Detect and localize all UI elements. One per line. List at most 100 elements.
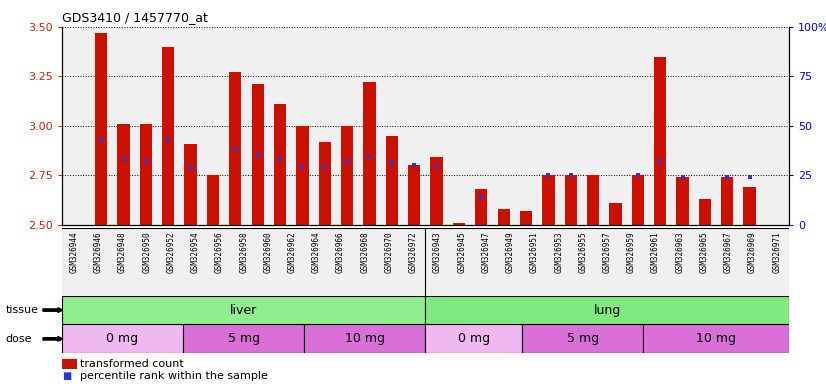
Bar xyxy=(425,296,789,324)
Text: 0 mg: 0 mg xyxy=(458,333,490,345)
Text: GSM326954: GSM326954 xyxy=(191,232,200,273)
Text: GSM326949: GSM326949 xyxy=(506,232,515,273)
Bar xyxy=(497,209,510,225)
Text: tissue: tissue xyxy=(6,305,39,315)
Bar xyxy=(117,124,130,225)
Text: GSM326962: GSM326962 xyxy=(287,232,297,273)
Bar xyxy=(207,228,231,296)
Text: GSM326958: GSM326958 xyxy=(240,232,248,273)
Bar xyxy=(386,136,398,225)
Text: GDS3410 / 1457770_at: GDS3410 / 1457770_at xyxy=(62,11,208,24)
Bar xyxy=(654,56,667,225)
Text: GSM326951: GSM326951 xyxy=(530,232,539,273)
Bar xyxy=(363,82,376,225)
Bar xyxy=(206,175,219,225)
Bar xyxy=(474,228,498,296)
Bar xyxy=(329,228,353,296)
Text: GSM326963: GSM326963 xyxy=(676,232,684,273)
Bar xyxy=(522,324,643,353)
Text: GSM326945: GSM326945 xyxy=(458,232,466,273)
Text: GSM326948: GSM326948 xyxy=(118,232,127,273)
Bar xyxy=(162,47,174,225)
Bar xyxy=(571,228,595,296)
Text: ■: ■ xyxy=(62,371,72,381)
Bar xyxy=(425,324,522,353)
Text: GSM326943: GSM326943 xyxy=(433,232,442,273)
Text: GSM326959: GSM326959 xyxy=(627,232,636,273)
Bar xyxy=(304,324,425,353)
Bar xyxy=(231,228,256,296)
Bar xyxy=(280,228,304,296)
Bar xyxy=(587,175,599,225)
Bar xyxy=(297,126,309,225)
Bar xyxy=(547,228,571,296)
Text: GSM326946: GSM326946 xyxy=(94,232,102,273)
Text: 10 mg: 10 mg xyxy=(344,333,385,345)
Text: 0 mg: 0 mg xyxy=(107,333,139,345)
Text: GSM326960: GSM326960 xyxy=(263,232,273,273)
Bar xyxy=(453,223,465,225)
Text: GSM326972: GSM326972 xyxy=(409,232,418,273)
Bar xyxy=(542,175,554,225)
Bar xyxy=(401,228,425,296)
Text: GSM326950: GSM326950 xyxy=(142,232,151,273)
Bar xyxy=(62,296,425,324)
Bar xyxy=(183,324,304,353)
Text: GSM326956: GSM326956 xyxy=(215,232,224,273)
Bar xyxy=(425,228,449,296)
Bar xyxy=(743,187,756,225)
Text: GSM326952: GSM326952 xyxy=(167,232,175,273)
Text: GSM326955: GSM326955 xyxy=(578,232,587,273)
Bar xyxy=(699,199,711,225)
Text: GSM326944: GSM326944 xyxy=(69,232,78,273)
Bar xyxy=(765,228,789,296)
Bar xyxy=(95,33,107,225)
Text: 5 mg: 5 mg xyxy=(228,333,259,345)
Bar xyxy=(716,228,740,296)
Bar xyxy=(475,189,487,225)
Bar xyxy=(341,126,354,225)
Bar xyxy=(632,175,644,225)
Text: GSM326970: GSM326970 xyxy=(385,232,393,273)
Bar xyxy=(184,144,197,225)
Text: dose: dose xyxy=(6,334,32,344)
Text: lung: lung xyxy=(594,304,620,316)
Bar xyxy=(62,228,86,296)
Bar xyxy=(304,228,329,296)
Bar xyxy=(229,72,241,225)
Bar xyxy=(520,211,532,225)
Bar xyxy=(498,228,522,296)
Text: GSM326957: GSM326957 xyxy=(603,232,611,273)
Bar xyxy=(676,177,689,225)
Bar xyxy=(319,142,331,225)
Bar xyxy=(430,157,443,225)
Bar xyxy=(449,228,474,296)
Text: transformed count: transformed count xyxy=(80,359,184,369)
Text: 5 mg: 5 mg xyxy=(567,333,599,345)
Text: percentile rank within the sample: percentile rank within the sample xyxy=(80,371,268,381)
Bar xyxy=(610,203,622,225)
Bar xyxy=(159,228,183,296)
Bar xyxy=(522,228,547,296)
Bar xyxy=(643,228,667,296)
Bar xyxy=(721,177,733,225)
Bar xyxy=(565,175,577,225)
Bar xyxy=(408,166,420,225)
Bar xyxy=(643,324,789,353)
Text: 10 mg: 10 mg xyxy=(696,333,736,345)
Bar xyxy=(620,228,643,296)
Bar xyxy=(135,228,159,296)
Text: GSM326964: GSM326964 xyxy=(312,232,320,273)
Text: GSM326953: GSM326953 xyxy=(554,232,563,273)
Bar xyxy=(692,228,716,296)
Text: GSM326966: GSM326966 xyxy=(336,232,345,273)
Text: GSM326947: GSM326947 xyxy=(482,232,491,273)
Text: GSM326971: GSM326971 xyxy=(772,232,781,273)
Bar xyxy=(595,228,620,296)
Bar xyxy=(353,228,377,296)
Bar xyxy=(140,124,152,225)
Bar xyxy=(111,228,135,296)
Text: GSM326961: GSM326961 xyxy=(651,232,660,273)
Bar xyxy=(256,228,280,296)
Bar xyxy=(740,228,765,296)
